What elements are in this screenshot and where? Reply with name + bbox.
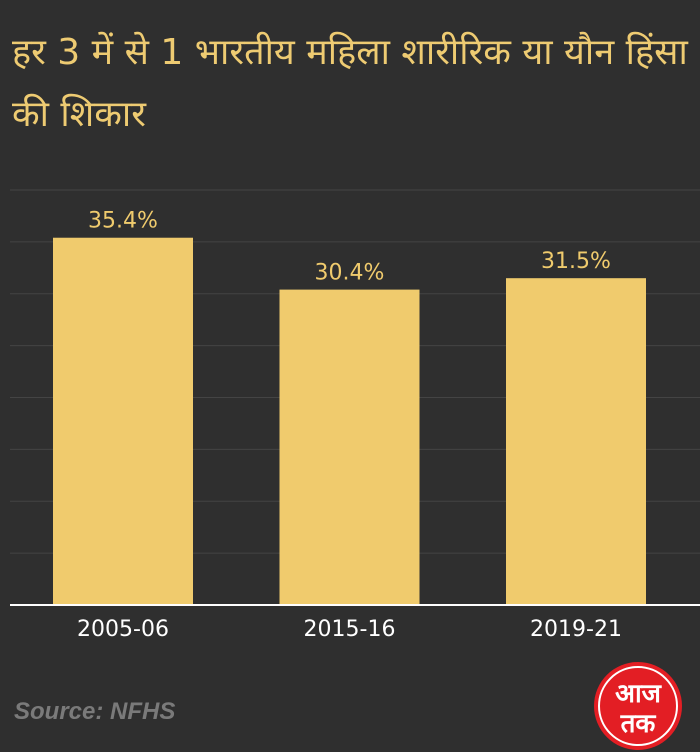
bar-2005-06: [53, 237, 193, 605]
x-tick-label: 2005-06: [77, 617, 169, 642]
value-label: 30.4%: [315, 261, 385, 286]
bars: [53, 237, 646, 605]
x-tick-labels: 2005-06 2015-16 2019-21: [77, 617, 622, 642]
chart-title: हर 3 में से 1 भारतीय महिला शारीरिक या यौ…: [12, 32, 688, 135]
aajtak-logo: आज तक: [594, 662, 682, 750]
bar-chart: 35.4% 30.4% 31.5% 2005-06 2015-16 2019-21: [10, 189, 700, 642]
bar-2019-21: [506, 278, 646, 605]
svg-text:तक: तक: [620, 709, 657, 739]
value-labels: 35.4% 30.4% 31.5%: [88, 209, 611, 286]
bar-2015-16: [279, 289, 420, 605]
svg-text:आज: आज: [615, 679, 663, 709]
x-tick-label: 2019-21: [530, 617, 622, 642]
source-note: Source: NFHS: [14, 698, 176, 725]
value-label: 31.5%: [541, 249, 611, 274]
x-tick-label: 2015-16: [304, 617, 396, 642]
value-label: 35.4%: [88, 209, 158, 234]
